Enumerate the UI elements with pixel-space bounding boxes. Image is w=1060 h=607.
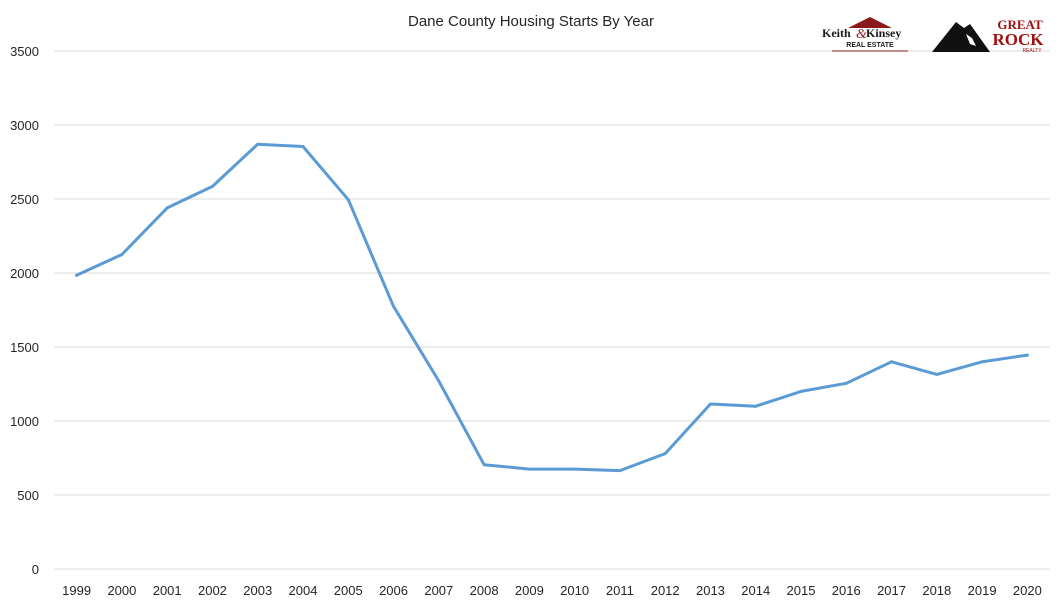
data-point-2005 <box>346 198 350 202</box>
x-tick-label: 2016 <box>832 583 861 598</box>
x-axis-tick-labels: 1999 2000 2001 2002 2003 2004 2005 2006 2007 2008… <box>62 583 1042 598</box>
x-tick-label: 2000 <box>107 583 136 598</box>
series-line <box>75 142 1029 473</box>
x-tick-label: 2001 <box>153 583 182 598</box>
mountain-icon <box>932 22 990 52</box>
y-tick-label: 0 <box>32 562 39 577</box>
x-tick-label: 2009 <box>515 583 544 598</box>
gridlines <box>54 50 1050 570</box>
y-tick-label: 2500 <box>10 192 39 207</box>
x-tick-label: 2007 <box>424 583 453 598</box>
data-point-2007 <box>437 379 441 383</box>
data-point-2014 <box>754 404 758 408</box>
data-point-2002 <box>210 184 214 188</box>
roof-icon <box>848 17 892 28</box>
data-point-2000 <box>120 253 124 256</box>
x-tick-label: 2004 <box>289 583 318 598</box>
logo-ampersand-text: & <box>856 27 867 42</box>
x-tick-label: 2002 <box>198 583 227 598</box>
x-tick-label: 2003 <box>243 583 272 598</box>
x-tick-label: 2015 <box>787 583 816 598</box>
data-point-2010 <box>573 467 577 471</box>
x-tick-label: 2010 <box>560 583 589 598</box>
logo-realty-text: REALTY <box>1022 48 1042 54</box>
data-point-2006 <box>392 304 396 308</box>
x-tick-label: 2019 <box>968 583 997 598</box>
x-tick-label: 2018 <box>922 583 951 598</box>
x-tick-label: 2017 <box>877 583 906 598</box>
great-rock-logo: GREAT ROCK REALTY <box>932 17 1044 54</box>
data-point-2017 <box>890 360 894 364</box>
data-point-2015 <box>799 389 803 393</box>
y-tick-label: 500 <box>17 488 39 503</box>
x-tick-label: 1999 <box>62 583 91 598</box>
logo-real-estate-text: REAL ESTATE <box>846 42 894 49</box>
series-layer <box>75 142 1029 473</box>
data-point-1999 <box>75 273 79 277</box>
y-tick-label: 3500 <box>10 44 39 59</box>
data-point-2012 <box>663 452 667 456</box>
logo-kinsey-text: Kinsey <box>866 26 901 40</box>
logo-keith-text: Keith <box>822 26 851 40</box>
x-tick-label: 2005 <box>334 583 363 598</box>
chart-title: Dane County Housing Starts By Year <box>408 13 654 30</box>
y-axis-tick-labels: 0 500 1000 1500 2000 2500 3000 3500 <box>10 44 39 577</box>
y-tick-label: 3000 <box>10 118 39 133</box>
logo-rock-text: ROCK <box>993 30 1045 49</box>
x-tick-label: 2006 <box>379 583 408 598</box>
data-point-2011 <box>618 469 622 473</box>
data-point-2008 <box>482 463 486 467</box>
x-tick-label: 2013 <box>696 583 725 598</box>
data-point-2004 <box>301 144 305 148</box>
keith-kinsey-logo: Keith & Kinsey REAL ESTATE <box>822 17 908 52</box>
x-tick-label: 2014 <box>741 583 770 598</box>
data-point-2018 <box>935 372 939 376</box>
y-tick-label: 1000 <box>10 414 39 429</box>
data-point-2003 <box>256 142 260 146</box>
x-tick-label: 2008 <box>470 583 499 598</box>
y-tick-label: 1500 <box>10 340 39 355</box>
data-point-2019 <box>980 360 984 364</box>
data-point-2009 <box>527 467 531 471</box>
y-tick-label: 2000 <box>10 266 39 281</box>
data-point-2013 <box>708 402 712 406</box>
x-tick-label: 2011 <box>606 583 634 598</box>
x-tick-label: 2020 <box>1013 583 1042 598</box>
data-point-2020 <box>1025 353 1029 357</box>
x-tick-label: 2012 <box>651 583 680 598</box>
data-point-2016 <box>844 381 848 385</box>
data-point-2001 <box>165 206 169 210</box>
logo-great-text: GREAT <box>997 17 1043 32</box>
